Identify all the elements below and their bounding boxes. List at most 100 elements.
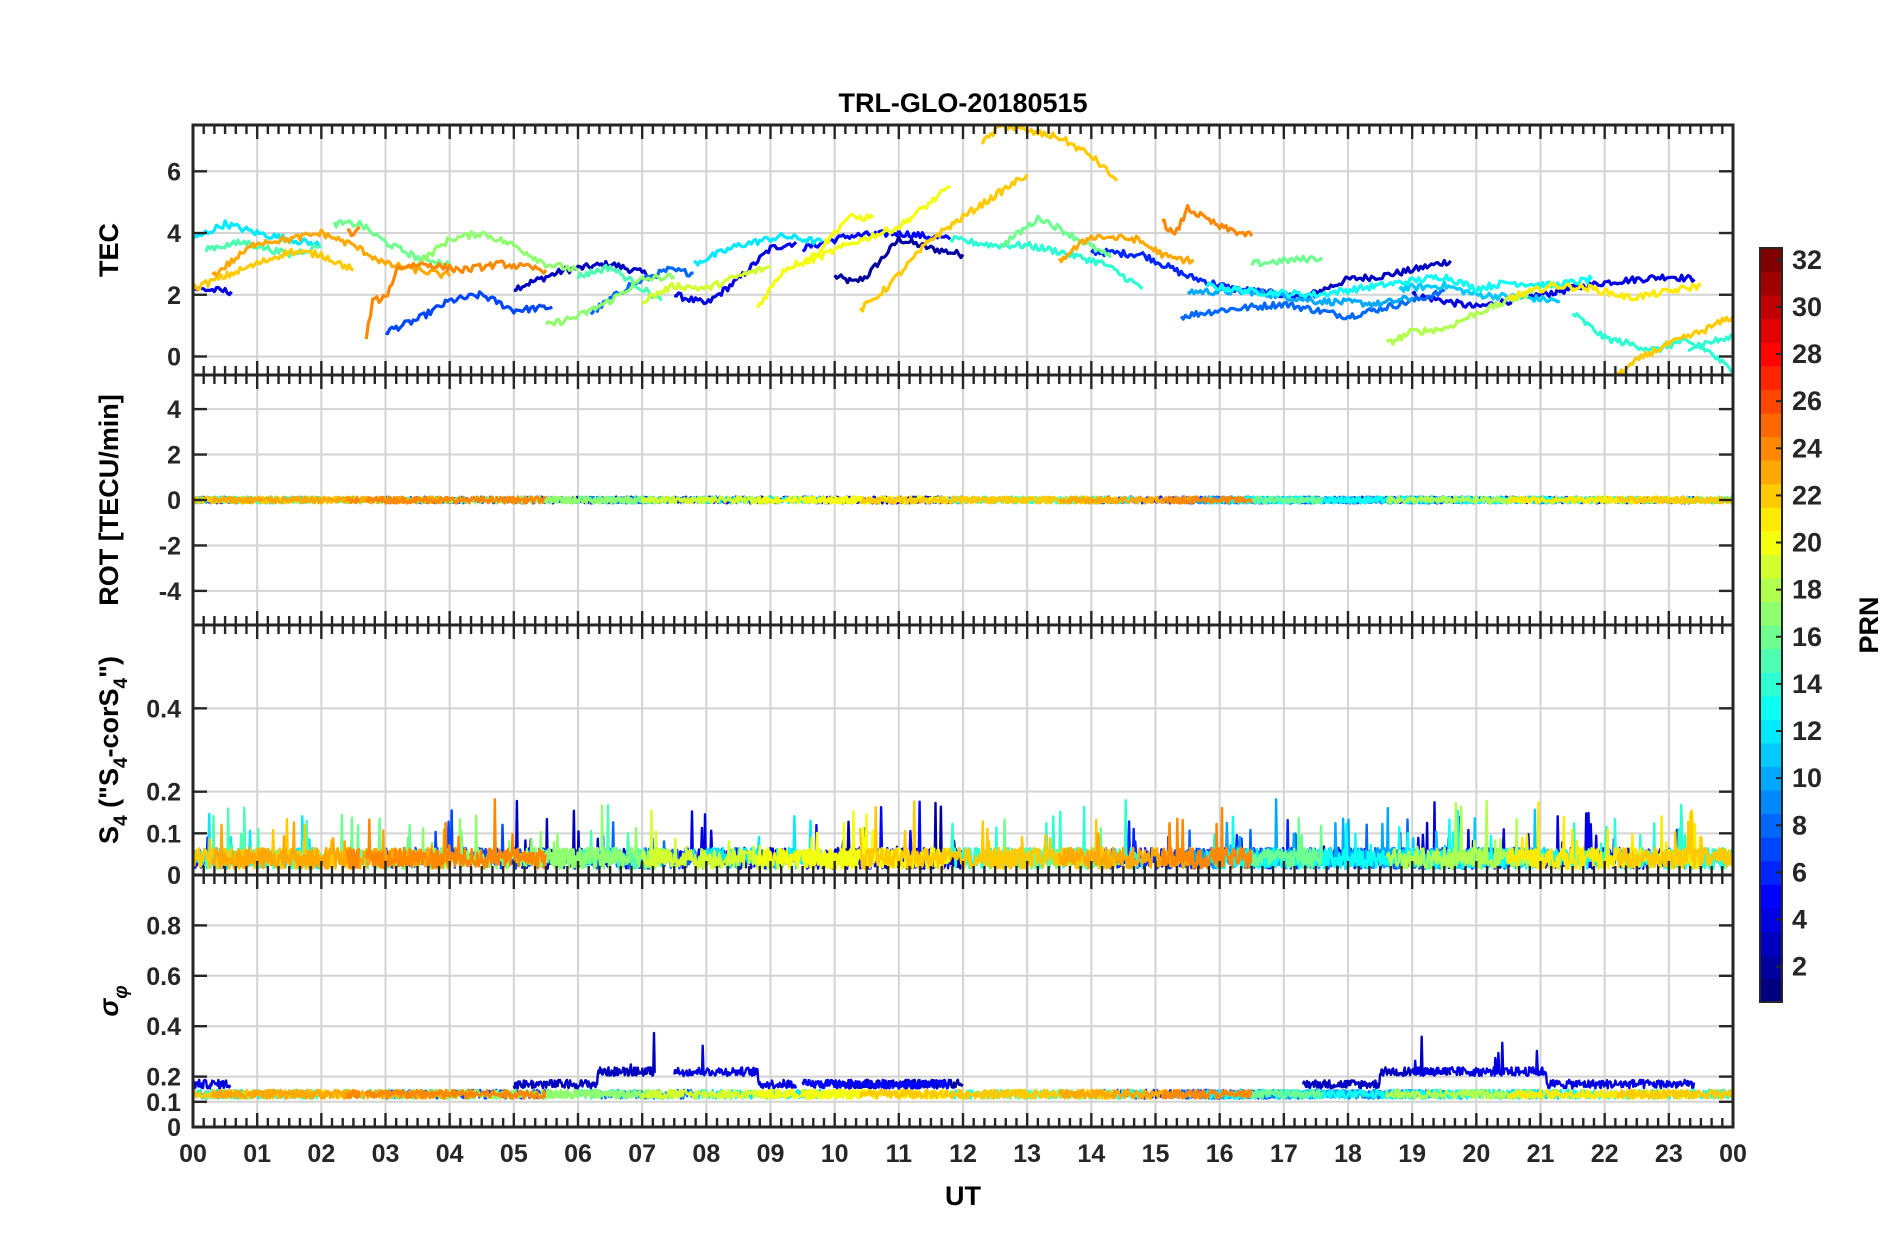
- colorbar-tick-label: 10: [1792, 763, 1822, 793]
- sigma-phi-series-prn-4: [193, 1078, 232, 1090]
- colorbar-segment: [1760, 601, 1782, 626]
- colorbar-segment: [1760, 389, 1782, 414]
- y-tick-label: -4: [159, 578, 181, 606]
- rot-series-prn-22: [1616, 495, 1733, 505]
- colorbar-segment: [1760, 931, 1782, 956]
- colorbar-segment: [1760, 554, 1782, 579]
- tec-series-prn-17: [544, 272, 676, 327]
- sigma-phi-series-prn-4: [673, 1044, 798, 1090]
- tec-series-prn-24: [1161, 204, 1254, 238]
- tec-series-prn-3: [513, 259, 656, 292]
- x-tick-label: 14: [1077, 1140, 1105, 1168]
- plot-area-rot: [193, 495, 1733, 505]
- colorbar-tick-label: 26: [1792, 386, 1822, 416]
- y-tick-label: 0.1: [146, 1089, 181, 1117]
- rot-series-prn-23: [1058, 495, 1195, 505]
- tec-series-prn-4: [1411, 273, 1696, 309]
- rot-series-prn-16: [1250, 495, 1323, 505]
- y-tick-label: 2: [167, 442, 181, 470]
- colorbar-segment: [1760, 978, 1782, 1003]
- tec-series-prn-14: [1687, 333, 1733, 353]
- tec-series-prn-24: [364, 259, 548, 340]
- sigma-phi-series-prn-16: [1250, 1088, 1323, 1100]
- s4-series-prn-20: [756, 821, 874, 870]
- colorbar-segment: [1760, 907, 1782, 932]
- colorbar-segment: [1760, 271, 1782, 296]
- tec-series-prn-14: [949, 234, 1144, 290]
- tec-series-prn-20: [801, 185, 951, 268]
- x-tick-label: 04: [436, 1140, 464, 1168]
- y-tick-label: 0: [167, 343, 181, 371]
- y-tick-label: 0.4: [146, 1013, 181, 1041]
- s4-series-prn-24: [365, 798, 547, 870]
- tec-series-prn-12: [193, 219, 322, 249]
- s4-series-prn-17: [416, 814, 579, 870]
- plot-area-tec: [193, 125, 1733, 375]
- x-tick-label: 05: [500, 1140, 528, 1168]
- colorbar-tick-label: 20: [1792, 528, 1822, 558]
- y-tick-label: 0.4: [146, 695, 181, 723]
- y-axis-label-tec: TEC: [94, 223, 124, 277]
- y-tick-label: 6: [167, 158, 181, 186]
- colorbar-segment: [1760, 954, 1782, 980]
- s4-series-prn-24: [345, 847, 361, 870]
- colorbar-segment: [1760, 625, 1782, 650]
- x-axis: 00 01 02 03 04 05 06 07 08 09 10 11 12 13 14 15 16 17 18 19…: [179, 1140, 1747, 1168]
- y-tick-label: 4: [167, 396, 181, 424]
- sigma-phi-series-prn-19: [641, 1088, 771, 1100]
- colorbar-segment: [1760, 248, 1782, 273]
- plot-area-sigma-phi: [193, 1031, 1733, 1100]
- x-tick-label: 10: [821, 1140, 849, 1168]
- sigma-phi-series-prn-3: [1301, 1035, 1452, 1090]
- colorbar-segment: [1760, 577, 1782, 603]
- sigma-phi-series-prn-3: [512, 1031, 656, 1090]
- colorbar-tick-label: 24: [1792, 433, 1822, 463]
- x-tick-label: 21: [1527, 1140, 1555, 1168]
- colorbar-segment: [1760, 884, 1782, 909]
- colorbar-segment: [1760, 837, 1782, 862]
- x-axis-label: UT: [945, 1181, 981, 1211]
- colorbar-segment: [1760, 742, 1782, 767]
- rot-series-prn-24: [345, 495, 361, 505]
- colorbar-tick-label: 16: [1792, 622, 1822, 652]
- rot-series-prn-19: [641, 495, 772, 505]
- y-axis-label-rot: ROT [TECU/min]: [94, 394, 124, 605]
- x-tick-label: 01: [243, 1140, 271, 1168]
- y-tick-label: 0.1: [146, 820, 181, 848]
- colorbar-frame: [1759, 247, 1783, 1003]
- colorbar-tick-label: 14: [1792, 669, 1822, 699]
- tec-series-prn-7: [385, 290, 553, 336]
- x-tick-label: 22: [1591, 1140, 1619, 1168]
- x-tick-label: 16: [1206, 1140, 1234, 1168]
- colorbar-segment: [1760, 789, 1782, 815]
- tec-series-prn-17: [416, 230, 579, 272]
- rot-series-prn-24: [365, 495, 547, 505]
- x-tick-label: 12: [949, 1140, 977, 1168]
- colorbar-segment: [1760, 530, 1782, 555]
- tec-series-prn-22: [193, 247, 354, 291]
- tec-series-prn-22: [858, 173, 1029, 313]
- tec-series-prn-24: [346, 225, 361, 238]
- tec-series-prn-19: [641, 265, 771, 306]
- colorbar-segment: [1760, 672, 1782, 697]
- tec-series-prn-12: [693, 231, 824, 267]
- colorbar-tick-label: 8: [1792, 810, 1807, 840]
- colorbar-segment: [1760, 813, 1782, 838]
- tec-series-prn-4: [673, 241, 798, 306]
- x-tick-label: 02: [307, 1140, 335, 1168]
- sigma-phi-series-prn-5: [801, 1078, 951, 1090]
- colorbar-segment: [1760, 295, 1782, 320]
- colorbar-segment: [1760, 412, 1782, 438]
- x-tick-label: 18: [1334, 1140, 1362, 1168]
- panel-tec: 0 2 4 6 TEC: [94, 123, 1735, 377]
- y-tick-label: 0: [167, 1114, 181, 1142]
- colorbar-tick-label: 12: [1792, 716, 1822, 746]
- x-tick-label: 19: [1398, 1140, 1426, 1168]
- tec-series-prn-2: [833, 235, 965, 285]
- colorbar-segment: [1760, 507, 1782, 532]
- tec-series-prn-21: [1507, 281, 1702, 302]
- colorbar-segment: [1760, 483, 1782, 508]
- colorbar-segment: [1760, 365, 1782, 390]
